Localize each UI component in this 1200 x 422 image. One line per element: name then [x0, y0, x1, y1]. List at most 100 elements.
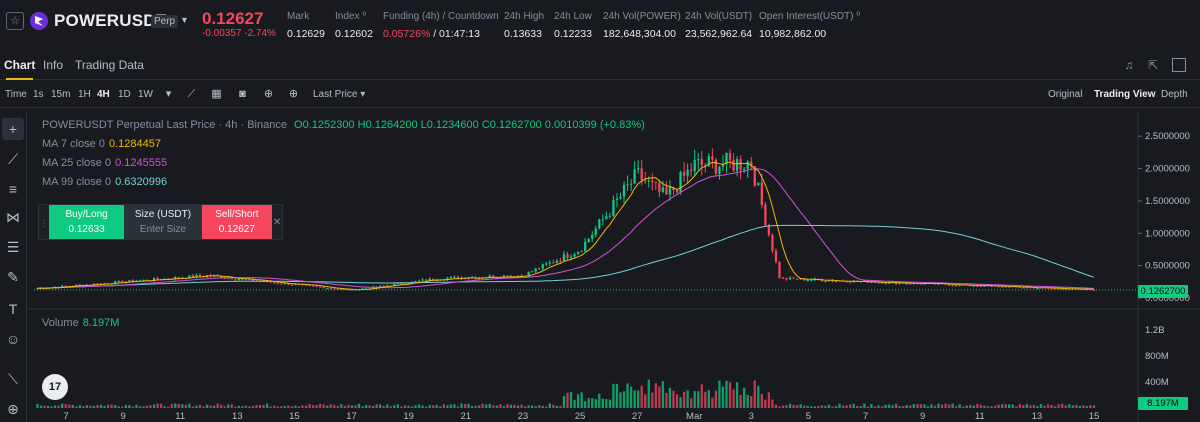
candle-body — [1004, 286, 1007, 288]
layout-icon[interactable]: ▦ — [211, 88, 222, 100]
volume-bar — [958, 404, 961, 408]
buy-long-button[interactable]: Buy/Long 0.12633 — [48, 205, 125, 239]
volume-bar — [481, 403, 484, 408]
volume-bar — [894, 403, 898, 408]
chevron-down-icon[interactable]: ▼ — [180, 15, 189, 25]
chevron-down-icon[interactable]: ▾ — [165, 88, 172, 100]
pop-out-icon[interactable]: ⇱ — [1147, 58, 1159, 72]
volume-bar — [516, 405, 520, 408]
volume-bar — [361, 406, 364, 408]
volume-bar — [1029, 405, 1032, 408]
volume-bar — [308, 404, 311, 408]
volume-bar — [386, 404, 389, 408]
candle-body — [622, 185, 626, 197]
volume-bar — [796, 405, 799, 408]
volume-bar — [849, 404, 852, 408]
candle-body — [654, 181, 657, 183]
indicators-icon[interactable]: ⟋ — [187, 88, 196, 100]
candle-body — [548, 262, 551, 264]
ma25-legend: MA 25 close 0 0.1245555 — [42, 157, 168, 169]
volume-bar — [396, 404, 400, 408]
crosshair-icon[interactable]: + — [2, 118, 24, 140]
emoji-icon[interactable]: ☺ — [5, 331, 21, 347]
candle-body — [690, 169, 693, 172]
x-tick-label: 7 — [63, 411, 68, 422]
price-chart[interactable]: 2.5000000 2.0000000 1.5000000 1.0000000 0.50… — [28, 112, 1200, 422]
x-tick-label: 21 — [460, 411, 471, 422]
stat-24h-high: 24h High 0.13633 — [504, 11, 545, 40]
view-depth[interactable]: Depth — [1161, 89, 1188, 100]
candle-body — [711, 156, 714, 160]
tab-info[interactable]: Info — [43, 58, 64, 72]
volume-bar — [757, 385, 760, 408]
candle-body — [778, 261, 781, 278]
candle-body — [287, 283, 290, 285]
candle-body — [223, 277, 226, 279]
view-trading-view[interactable]: Trading View — [1094, 89, 1156, 100]
bell-icon[interactable]: ♫ — [1124, 58, 1134, 72]
volume-bar — [463, 404, 467, 408]
volume-bar — [739, 394, 742, 408]
volume-bar — [690, 398, 693, 408]
camera-icon[interactable]: ◙ — [239, 88, 246, 100]
volume-bar — [474, 405, 477, 408]
volume-bar — [909, 405, 912, 408]
candle-body — [608, 215, 612, 217]
candle-body — [573, 254, 576, 257]
volume-bar — [439, 406, 442, 408]
text-icon[interactable]: T — [8, 301, 18, 317]
interval-1s[interactable]: 1s — [33, 89, 44, 100]
candle-body — [499, 277, 502, 279]
volume-bar — [622, 391, 626, 408]
candle-body — [651, 180, 654, 182]
sell-short-button[interactable]: Sell/Short 0.12627 — [201, 205, 273, 239]
interval-1d[interactable]: 1D — [118, 89, 131, 100]
pattern-icon[interactable]: ⋈ — [6, 209, 20, 225]
zoom-icon[interactable]: ⊕ — [7, 401, 19, 417]
fullscreen-icon[interactable] — [1172, 58, 1186, 72]
volume-bar — [188, 403, 191, 408]
volume-bar — [629, 386, 633, 408]
candle-body — [605, 216, 608, 220]
interval-15m[interactable]: 15m — [51, 89, 71, 100]
x-tick-label: 11 — [175, 411, 185, 422]
candle-body — [679, 171, 682, 193]
x-tick-label: 19 — [403, 411, 414, 422]
candle-body — [594, 228, 597, 235]
compare-icon[interactable]: ⊕ — [288, 88, 299, 100]
volume-bar — [142, 406, 145, 408]
interval-1h[interactable]: 1H — [78, 89, 91, 100]
candle-body — [142, 279, 145, 281]
candle-body — [234, 279, 237, 281]
fib-icon[interactable]: ☰ — [6, 239, 20, 255]
volume-bar — [1022, 405, 1025, 408]
tab-trading-data[interactable]: Trading Data — [75, 58, 144, 72]
view-original[interactable]: Original — [1048, 89, 1083, 100]
y-tick-label: 1.5000000 — [1145, 196, 1190, 207]
candle-body — [806, 280, 809, 282]
volume-bar — [78, 405, 81, 408]
volume-bar — [453, 404, 456, 408]
volume-bar — [304, 405, 308, 408]
volume-bar — [615, 383, 619, 408]
tab-chart[interactable]: Chart — [4, 58, 36, 80]
star-icon[interactable]: ☆ — [6, 12, 24, 30]
ruler-icon[interactable]: ⟍ — [8, 371, 18, 387]
candle-body — [601, 219, 604, 221]
volume-bar — [251, 405, 255, 408]
volume-bar — [269, 406, 272, 408]
interval-1w[interactable]: 1W — [138, 89, 153, 100]
horizontal-lines-icon[interactable]: ≡ — [8, 181, 18, 197]
volume-bar — [124, 405, 127, 408]
interval-4h[interactable]: 4H — [97, 89, 110, 100]
trend-line-icon[interactable]: ⟋ — [8, 151, 18, 167]
brush-icon[interactable]: ✎ — [7, 269, 19, 285]
interval-time[interactable]: Time — [5, 89, 27, 100]
close-icon[interactable]: ✕ — [272, 217, 282, 228]
add-icon[interactable]: ⊕ — [263, 88, 274, 100]
drag-handle-icon[interactable]: ⋮ — [39, 218, 49, 228]
volume-bar — [728, 382, 732, 408]
size-input[interactable]: Size (USDT) Enter Size — [124, 205, 202, 239]
price-type-select[interactable]: Last Price ▾ — [313, 89, 366, 100]
symbol-name[interactable]: POWERUSDT — [54, 11, 167, 30]
